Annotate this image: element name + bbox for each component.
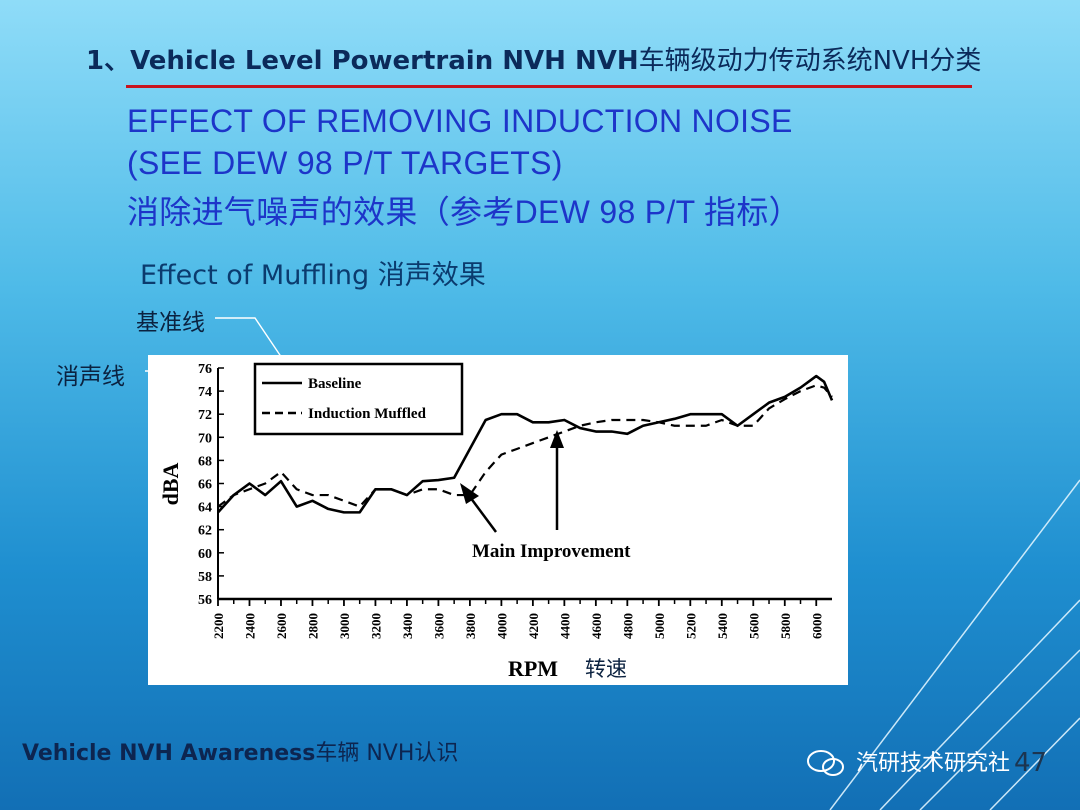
decorative-lines: [829, 479, 1080, 810]
x-tick-label: 4200: [526, 613, 541, 639]
x-tick-label: 3400: [400, 613, 415, 639]
callout-baseline: 基准线: [136, 310, 205, 336]
series-line-baseline: [217, 374, 834, 514]
page-number: 47: [1014, 748, 1048, 778]
y-axis-label: dBA: [158, 462, 183, 505]
heading-line-2: (SEE DEW 98 P/T TARGETS): [127, 145, 563, 181]
x-tick-label: 2200: [211, 613, 226, 639]
x-tick-label: 3600: [431, 613, 446, 639]
chart-legend: Baseline Induction Muffled: [253, 362, 464, 436]
x-tick-label: 5600: [746, 613, 761, 639]
x-tick-label: 2800: [305, 613, 320, 639]
y-tick-label: 60: [198, 547, 212, 562]
series-line-induction-muffled: [217, 384, 833, 508]
x-tick-label: 4400: [557, 613, 572, 639]
x-tick-label: 3000: [337, 613, 352, 639]
y-tick-label: 66: [198, 478, 212, 493]
chart-annotation: Main Improvement: [460, 430, 631, 562]
annotation-arrowhead-up: [550, 430, 564, 448]
slide-title: 1、Vehicle Level Powertrain NVH NVH车辆级动力传…: [86, 46, 982, 76]
legend-label: Induction Muffled: [308, 406, 427, 422]
x-tick-label: 3200: [368, 613, 383, 639]
title-underline: [126, 85, 972, 88]
annotation-arrow-left: [468, 496, 498, 533]
y-tick-label: 58: [198, 570, 212, 585]
x-tick-label: 4600: [589, 613, 604, 639]
y-tick-label: 76: [198, 362, 212, 377]
wechat-icon: [807, 750, 844, 776]
chart-axes: 56 58 60 62 64 66 68 70 72 74 76 2200 2400 2600 2800 30…: [158, 362, 832, 681]
chart-subtitle: Effect of Muffling 消声效果: [140, 260, 486, 291]
callout-muffled: 消声线: [56, 364, 125, 390]
x-tick-label: 5800: [778, 613, 793, 639]
x-tick-label: 4800: [620, 613, 635, 639]
x-tick-label: 2400: [242, 613, 257, 639]
legend-label: Baseline: [308, 376, 362, 392]
annotation-label: Main Improvement: [472, 541, 631, 562]
y-tick-label: 70: [198, 431, 212, 446]
y-tick-label: 72: [198, 408, 212, 423]
x-axis-label-cn: 转速: [585, 657, 627, 681]
x-tick-label: 2600: [274, 613, 289, 639]
y-tick-label: 56: [198, 593, 212, 608]
annotation-arrowhead-left: [460, 483, 479, 504]
callout-leaders: [145, 317, 291, 411]
y-tick-label: 64: [198, 501, 212, 516]
heading-line-1: EFFECT OF REMOVING INDUCTION NOISE: [127, 103, 793, 139]
footer-title: Vehicle NVH Awareness车辆 NVH认识: [22, 741, 459, 766]
x-tick-label: 6000: [809, 613, 824, 639]
x-tick-label: 4000: [494, 613, 509, 639]
y-tick-label: 68: [198, 454, 212, 469]
x-tick-label: 5400: [715, 613, 730, 639]
heading-line-3: 消除进气噪声的效果（参考DEW 98 P/T 指标）: [127, 194, 801, 230]
x-axis-label: RPM: [508, 656, 558, 681]
y-tick-label: 74: [198, 385, 212, 400]
x-tick-label: 5200: [683, 613, 698, 639]
brand-name: 汽研技术研究社: [856, 751, 1011, 776]
chart-marks: [217, 374, 834, 514]
y-tick-label: 62: [198, 524, 212, 539]
legend-frame: [253, 362, 464, 436]
x-tick-label: 5000: [652, 613, 667, 639]
x-tick-label: 3800: [463, 613, 478, 639]
